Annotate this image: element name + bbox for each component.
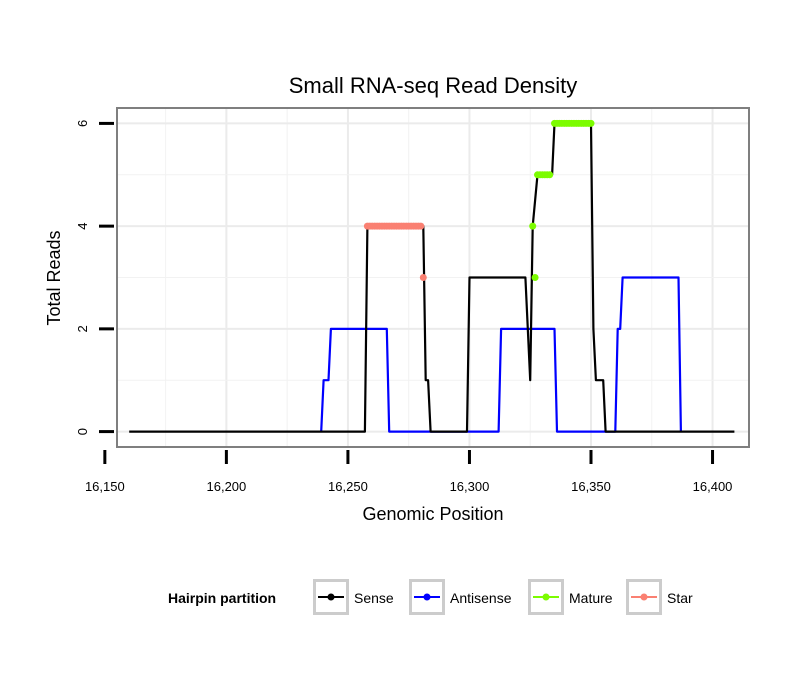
legend-title: Hairpin partition [168, 590, 276, 606]
legend-label-star: Star [667, 590, 693, 606]
x-tick-label: 16,350 [571, 479, 611, 494]
data-point-mature [546, 171, 554, 179]
x-tick-label: 16,300 [450, 479, 490, 494]
legend-key-dot-mature [542, 593, 550, 601]
x-tick-label: 16,200 [207, 479, 247, 494]
legend: Hairpin partition Sense Antisense Mature St… [168, 579, 693, 615]
legend-key-dot-antisense [423, 593, 431, 601]
legend-label-mature: Mature [569, 590, 613, 606]
data-point-star [417, 222, 425, 230]
data-point-mature [529, 222, 537, 230]
x-tick-label: 16,250 [328, 479, 368, 494]
y-axis-title: Total Reads [44, 230, 64, 325]
legend-key-dot-star [640, 593, 648, 601]
chart-title: Small RNA-seq Read Density [289, 73, 578, 98]
series-layer [129, 119, 735, 433]
data-point-star [419, 274, 427, 281]
x-axis: 16,150 16,200 16,250 16,300 16,350 16,400 [85, 450, 732, 494]
y-tick-label: 0 [75, 428, 90, 435]
legend-label-sense: Sense [354, 590, 394, 606]
y-axis: 0 2 4 6 [75, 120, 114, 435]
x-axis-title: Genomic Position [362, 504, 503, 524]
data-point-mature [587, 119, 595, 127]
x-tick-label: 16,400 [693, 479, 733, 494]
legend-key-dot-sense [327, 593, 335, 601]
legend-label-antisense: Antisense [450, 590, 512, 606]
y-tick-label: 4 [75, 223, 90, 230]
data-point-mature [531, 274, 539, 281]
x-tick-label: 16,150 [85, 479, 125, 494]
y-tick-label: 6 [75, 120, 90, 127]
y-tick-label: 2 [75, 325, 90, 332]
